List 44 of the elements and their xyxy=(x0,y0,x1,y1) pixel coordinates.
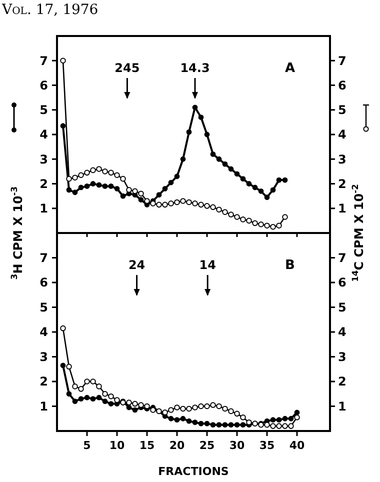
annotation: 24 xyxy=(128,258,146,272)
x-tick-label: 5 xyxy=(83,439,91,452)
y-tick-label: 1 xyxy=(40,399,48,414)
y-tick-label: 3 xyxy=(40,152,48,166)
x-tick-label: 30 xyxy=(229,439,245,452)
y2-tick-label: 5 xyxy=(338,103,346,118)
x-tick-label: 35 xyxy=(259,439,275,452)
y2-tick-label: 1 xyxy=(338,399,346,414)
y2-tick-label: 5 xyxy=(338,300,346,314)
y2-tick-label: 6 xyxy=(338,78,346,92)
text: A xyxy=(284,61,296,76)
y-tick-label: 5 xyxy=(40,103,48,118)
y2-tick-label: 4 xyxy=(338,128,346,142)
y2-tick-label: 4 xyxy=(338,325,346,340)
y2-tick-label: 3 xyxy=(338,350,346,364)
text: Vol. 17, 1976 xyxy=(1,2,98,18)
annotation: 14 xyxy=(199,258,216,272)
x-axis-title: FRACTIONS xyxy=(158,465,229,478)
annotation: 245 xyxy=(114,61,140,76)
annotation: 14.3 xyxy=(180,61,210,76)
y-tick-label: 4 xyxy=(40,128,48,142)
y2-tick-label: 2 xyxy=(338,176,346,191)
x-tick-label: 25 xyxy=(199,439,215,452)
y2-tick-label: 1 xyxy=(338,202,346,216)
y-tick-label: 7 xyxy=(40,54,48,68)
x-tick-label: 10 xyxy=(109,439,125,452)
y-tick-label: 5 xyxy=(40,300,48,314)
y-tick-label: 4 xyxy=(40,325,48,340)
x-tick-label: 15 xyxy=(139,439,155,452)
y2-tick-label: 7 xyxy=(338,250,346,265)
y-tick-label: 6 xyxy=(40,78,48,92)
x-tick-label: 40 xyxy=(289,439,305,452)
y-tick-label: 2 xyxy=(40,374,48,389)
y2-tick-label: 2 xyxy=(338,374,346,389)
y2-tick-label: 6 xyxy=(338,276,346,290)
x-tick-label: 20 xyxy=(169,439,185,452)
text: B xyxy=(285,258,295,274)
y2-tick-label: 7 xyxy=(338,54,346,68)
y-tick-label: 6 xyxy=(40,276,48,290)
y-tick-label: 7 xyxy=(40,250,48,265)
y-tick-label: 2 xyxy=(40,176,48,191)
y2-tick-label: 3 xyxy=(338,152,346,166)
y-tick-label: 1 xyxy=(40,202,48,216)
y-tick-label: 3 xyxy=(40,350,48,364)
